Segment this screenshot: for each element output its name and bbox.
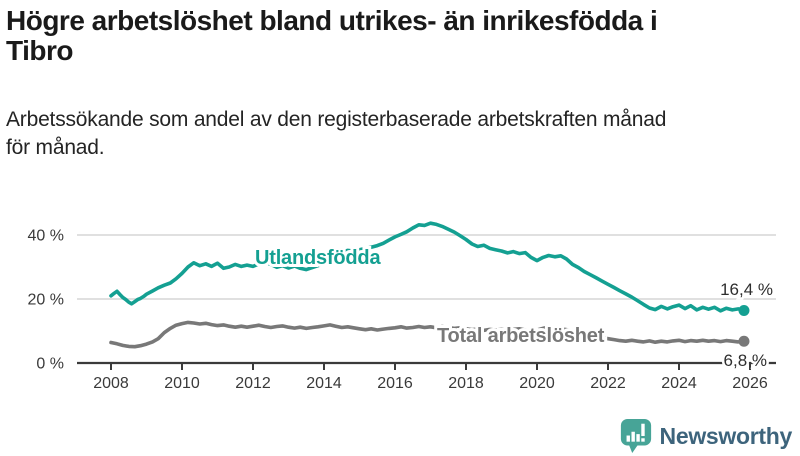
- series-label-utlandsfodda: Utlandsfödda: [255, 247, 381, 269]
- series-end-dot-total: [738, 335, 750, 347]
- unemployment-line-chart: 2008 2010 2012 2014 2016 2018 2020 2022 2024 2026…: [28, 221, 776, 392]
- x-tick-label: 2008: [93, 375, 129, 392]
- y-tick-label: 0 %: [36, 356, 64, 373]
- series-end-value-total: 6,8 %: [724, 351, 767, 370]
- x-tick-label: 2024: [661, 375, 697, 392]
- series-end-dot-utlandsfodda: [738, 305, 750, 317]
- x-tick-label: 2020: [519, 375, 555, 392]
- series-line-total: [109, 320, 746, 349]
- y-tick-label: 40 %: [28, 228, 64, 245]
- subtitle-line-1: Arbetssökande som andel av den registerb…: [6, 108, 667, 131]
- series-line-utlandsfodda: [109, 221, 746, 313]
- title-line-2: Tibro: [6, 35, 73, 66]
- series-label-total: Total arbetslöshet: [437, 325, 605, 347]
- chart-subtitle: Arbetssökande som andel av den registerb…: [0, 106, 800, 162]
- page-title: Högre arbetslöshet bland utrikes- än inr…: [0, 6, 800, 66]
- subtitle-line-2: för månad.: [6, 136, 105, 159]
- x-tick-label: 2016: [377, 375, 413, 392]
- y-tick-label: 20 %: [28, 292, 64, 309]
- x-tick-label: 2022: [590, 375, 626, 392]
- x-tick-label: 2012: [235, 375, 271, 392]
- brand-name: Newsworthy: [659, 422, 793, 449]
- x-tick-label: 2014: [306, 375, 342, 392]
- x-tick-label: 2018: [448, 375, 484, 392]
- x-tick-label: 2026: [732, 375, 768, 392]
- series-end-value-utlandsfodda: 16,4 %: [720, 280, 773, 299]
- brand-footer: Newsworthy: [619, 416, 792, 456]
- newsworthy-logo-icon: [620, 419, 651, 453]
- title-line-1: Högre arbetslöshet bland utrikes- än inr…: [6, 5, 658, 36]
- x-tick-label: 2010: [164, 375, 200, 392]
